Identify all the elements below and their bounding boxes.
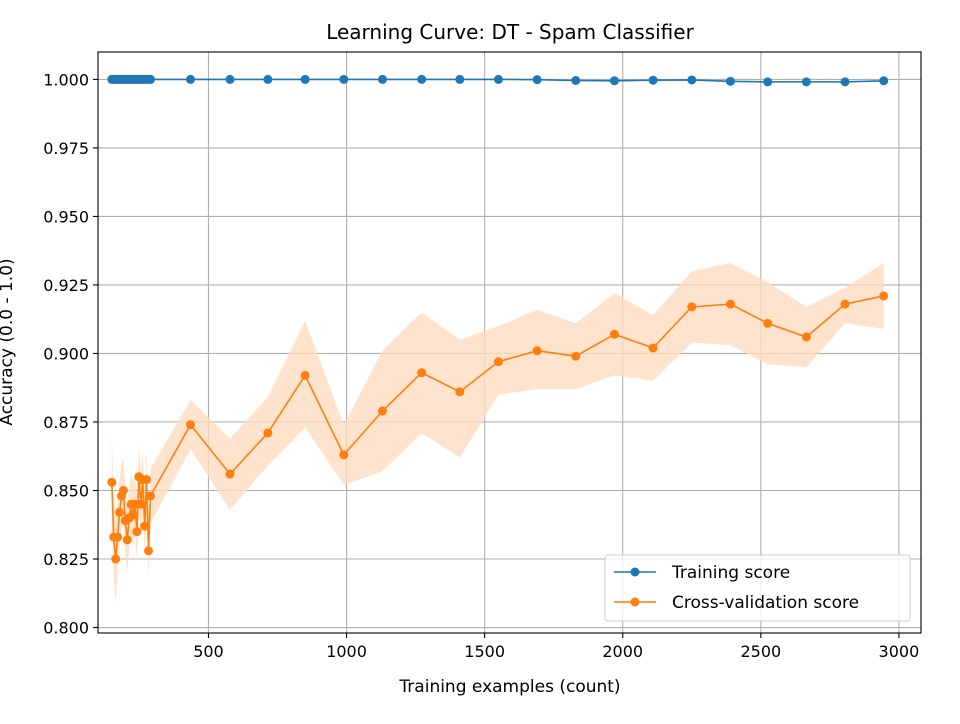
cross-validation-point	[132, 527, 142, 537]
training-point	[300, 74, 310, 84]
axes-frame	[97, 51, 922, 634]
y-axis-label: Accuracy (0.0 - 1.0)	[0, 258, 17, 425]
y-tick-label: 1.000	[43, 70, 89, 89]
training-point	[339, 74, 349, 84]
legend-label-cross-validation: Cross-validation score	[672, 593, 859, 613]
x-axis-ticks: 500 1000 1500 2000 2500 3000	[193, 633, 919, 661]
cross-validation-point	[648, 343, 658, 353]
cross-validation-point	[417, 368, 427, 378]
training-point	[801, 77, 811, 87]
cross-validation-point	[493, 357, 503, 367]
cross-validation-point	[111, 554, 121, 564]
y-tick-label: 0.875	[43, 413, 89, 432]
training-point	[225, 74, 235, 84]
y-tick-label: 0.975	[43, 139, 89, 158]
training-point	[725, 76, 735, 86]
cross-validation-point	[144, 546, 154, 556]
cross-validation-point	[725, 299, 735, 309]
series-markers	[107, 74, 889, 564]
cross-validation-point	[145, 491, 155, 501]
training-point	[377, 74, 387, 84]
y-axis-ticks: 0.800 0.825 0.850 0.875 0.900 0.925 0.950 0.975…	[43, 70, 98, 638]
y-tick-label: 0.850	[43, 481, 89, 500]
x-tick-label: 2500	[740, 642, 781, 661]
cross-validation-point	[609, 329, 619, 339]
training-point	[879, 76, 889, 86]
y-tick-label: 0.825	[43, 550, 89, 569]
training-point	[455, 74, 465, 84]
y-tick-label: 0.950	[43, 207, 89, 226]
legend: Training score Cross-validation score	[604, 554, 911, 622]
cross-validation-point	[263, 428, 273, 438]
cross-validation-point	[115, 507, 125, 517]
cross-validation-point	[879, 291, 889, 301]
cross-validation-point	[186, 420, 196, 430]
cross-validation-point	[128, 510, 138, 520]
cross-validation-point	[107, 477, 117, 487]
cross-validation-score-line	[111, 295, 884, 560]
training-point	[186, 74, 196, 84]
legend-box	[604, 554, 911, 622]
x-tick-label: 2000	[602, 642, 643, 661]
training-point	[609, 76, 619, 86]
y-tick-label: 0.900	[43, 344, 89, 363]
training-point	[493, 74, 503, 84]
cross-validation-point	[136, 499, 146, 509]
training-point	[687, 75, 697, 85]
cross-validation-point	[377, 406, 387, 416]
training-point	[532, 75, 542, 85]
cross-validation-point	[122, 535, 132, 545]
cross-validation-point	[840, 299, 850, 309]
cross-validation-point	[455, 387, 465, 397]
cross-validation-point	[801, 332, 811, 342]
legend-marker-cross-validation	[630, 597, 640, 607]
training-point	[263, 74, 273, 84]
cross-validation-point	[300, 370, 310, 380]
training-point	[417, 74, 427, 84]
y-tick-label: 0.800	[43, 619, 89, 638]
training-point	[763, 77, 773, 87]
x-tick-label: 3000	[879, 642, 920, 661]
cross-validation-point	[113, 532, 123, 542]
cross-validation-point	[532, 346, 542, 356]
cross-validation-point	[763, 318, 773, 328]
training-point	[571, 76, 581, 85]
x-tick-label: 1500	[464, 642, 505, 661]
cross-validation-point	[339, 450, 349, 460]
cross-validation-point	[142, 475, 152, 485]
cross-validation-point	[571, 351, 581, 361]
training-point	[648, 75, 658, 85]
training-point	[840, 77, 850, 87]
legend-label-training: Training score	[671, 563, 790, 583]
x-axis-label: Training examples (count)	[398, 677, 620, 697]
y-tick-label: 0.925	[43, 276, 89, 295]
x-tick-label: 500	[193, 642, 224, 661]
cross-validation-confidence-band	[111, 263, 884, 603]
legend-marker-training	[630, 567, 640, 577]
cross-validation-point	[140, 521, 150, 531]
x-tick-label: 1000	[326, 642, 367, 661]
training-point	[145, 74, 155, 84]
cross-validation-point	[687, 302, 697, 312]
chart-title: Learning Curve: DT - Spam Classifier	[326, 20, 694, 44]
cross-validation-point	[118, 485, 128, 495]
cross-validation-point	[225, 469, 235, 479]
